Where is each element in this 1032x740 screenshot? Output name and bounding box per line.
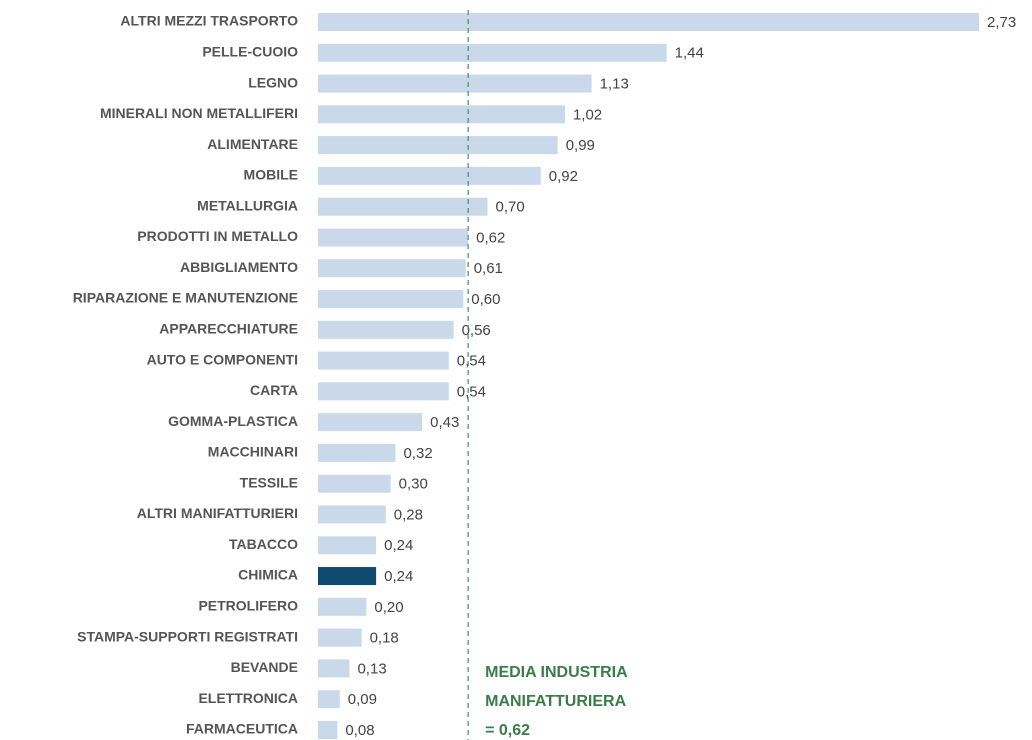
reference-label: MANIFATTURIERA [485,693,626,710]
category-label: APPARECCHIATURE [159,321,298,337]
category-label: TABACCO [229,536,298,552]
value-label: 2,73 [987,14,1016,31]
bar [318,382,449,401]
category-label: GOMMA-PLASTICA [168,413,298,429]
bar [318,567,377,586]
category-label: MINERALI NON METALLIFERI [100,105,298,121]
bar [318,505,386,524]
bar [318,43,667,62]
bar [318,690,340,709]
bar [318,259,466,278]
bar [318,320,454,339]
value-label: 0,61 [474,260,503,277]
bar [318,536,377,555]
bar [318,474,391,493]
value-label: 0,54 [457,353,486,370]
value-label: 0,56 [462,322,491,339]
category-label: ALIMENTARE [207,136,298,152]
category-label: LEGNO [248,74,298,90]
value-label: 0,43 [430,414,459,431]
category-label: ABBIGLIAMENTO [180,259,298,275]
value-label: 0,62 [476,229,505,246]
value-label: 0,28 [394,506,423,523]
category-label: STAMPA-SUPPORTI REGISTRATI [77,628,298,644]
value-label: 0,60 [471,291,500,308]
bar [318,443,396,462]
category-label: ALTRI MEZZI TRASPORTO [120,13,298,29]
category-label: METALLURGIA [197,197,298,213]
category-label: TESSILE [240,474,298,490]
category-label: ALTRI MANIFATTURIERI [137,505,298,521]
bar [318,628,362,647]
category-label: CARTA [250,382,298,398]
reference-label: = 0,62 [485,722,530,739]
value-label: 0,18 [370,630,399,647]
value-label: 0,30 [399,476,428,493]
category-label: PRODOTTI IN METALLO [137,228,298,244]
bar [318,166,541,185]
bar [318,228,469,247]
reference-label: MEDIA INDUSTRIA [485,664,628,681]
bar [318,136,558,155]
category-label: PELLE-CUOIO [202,43,298,59]
category-label: PETROLIFERO [198,598,298,614]
bar [318,597,367,616]
value-label: 0,32 [403,445,432,462]
category-label: AUTO E COMPONENTI [147,351,298,367]
category-label: BEVANDE [231,659,298,675]
bar [318,197,488,216]
value-label: 1,44 [675,45,704,62]
value-label: 0,20 [374,599,403,616]
value-label: 1,13 [600,76,629,93]
value-label: 1,02 [573,106,602,123]
bar [318,74,592,93]
category-label: FARMACEUTICA [186,721,298,737]
value-label: 0,24 [384,537,413,554]
value-label: 0,24 [384,568,413,585]
bar [318,351,449,370]
bar [318,413,423,432]
value-label: 0,54 [457,383,486,400]
value-label: 0,08 [345,722,374,739]
category-label: ELETTRONICA [198,690,298,706]
value-label: 0,13 [357,660,386,677]
bar [318,659,350,678]
category-label: RIPARAZIONE E MANUTENZIONE [73,290,298,306]
bar [318,105,565,124]
bar [318,720,338,739]
category-label: MACCHINARI [208,444,298,460]
value-label: 0,92 [549,168,578,185]
value-label: 0,09 [348,691,377,708]
bar [318,13,979,31]
value-label: 0,99 [566,137,595,154]
bar [318,290,464,309]
category-label: MOBILE [244,167,298,183]
value-label: 0,70 [495,199,524,216]
category-label: CHIMICA [238,567,298,583]
